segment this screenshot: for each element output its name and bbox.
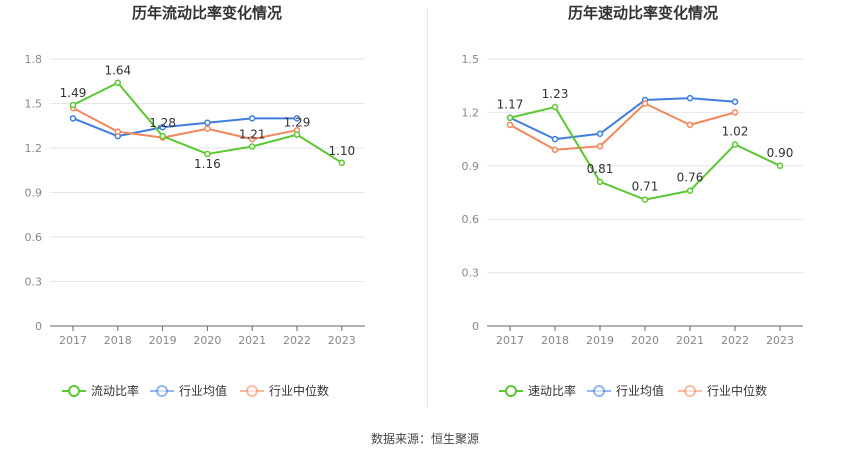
data-point — [204, 150, 211, 158]
legend-marker-icon — [593, 385, 605, 397]
data-point — [596, 130, 604, 138]
x-tick-label: 2023 — [328, 334, 356, 347]
data-label: 1.17 — [497, 98, 524, 112]
data-label: 0.81 — [587, 162, 614, 176]
data-point — [114, 79, 122, 86]
data-point — [293, 131, 301, 138]
data-point — [204, 119, 211, 127]
y-tick-label: 0 — [472, 320, 479, 333]
data-point — [159, 132, 166, 140]
data-label: 1.16 — [194, 157, 221, 171]
x-tick-label: 2022 — [283, 334, 311, 347]
legend-marker-icon — [246, 385, 258, 397]
x-tick-label: 2022 — [721, 334, 749, 347]
x-tick-label: 2021 — [676, 334, 704, 347]
y-tick-label: 0 — [35, 320, 42, 333]
x-tick-label: 2020 — [193, 334, 221, 347]
legend-marker-icon — [68, 385, 80, 397]
x-tick-label: 2018 — [104, 334, 132, 347]
y-tick-label: 0.9 — [25, 187, 43, 200]
data-point — [686, 121, 694, 129]
data-point — [69, 115, 77, 122]
data-point — [776, 162, 784, 170]
data-point — [731, 141, 739, 148]
y-tick-label: 1.5 — [462, 53, 480, 66]
data-label: 1.49 — [60, 86, 87, 100]
legend-label: 流动比率 — [91, 383, 139, 398]
data-point — [551, 146, 559, 154]
data-label: 0.90 — [767, 146, 794, 160]
legend-marker-icon — [684, 385, 696, 397]
data-point — [641, 100, 649, 107]
y-tick-label: 1.8 — [25, 53, 43, 66]
data-label: 1.21 — [239, 128, 266, 142]
data-label: 1.10 — [328, 144, 355, 158]
x-tick-label: 2021 — [238, 334, 266, 347]
data-label: 1.29 — [284, 116, 311, 130]
data-point — [641, 196, 649, 203]
data-point — [551, 103, 559, 111]
data-point — [596, 178, 604, 186]
data-point — [551, 135, 559, 143]
legend-label: 行业中位数 — [269, 383, 329, 398]
chart-title-2: 历年速动比率变化情况 — [568, 4, 718, 22]
data-point — [596, 142, 604, 150]
data-label: 1.02 — [722, 124, 749, 138]
y-tick-label: 1.5 — [25, 98, 43, 111]
y-tick-label: 1.2 — [25, 142, 43, 155]
x-tick-label: 2017 — [59, 334, 87, 347]
data-point — [114, 128, 122, 135]
x-tick-label: 2023 — [766, 334, 794, 347]
legend-label: 行业中位数 — [707, 383, 767, 398]
data-point — [686, 94, 694, 102]
legend-marker-icon — [505, 385, 517, 397]
legend-label: 行业均值 — [179, 383, 227, 398]
series-line-3 — [72, 107, 298, 141]
y-tick-label: 0.3 — [462, 267, 480, 280]
data-point — [248, 135, 256, 143]
y-tick-label: 0.9 — [462, 160, 480, 173]
y-tick-label: 1.2 — [462, 106, 480, 119]
legend-label: 行业均值 — [616, 383, 664, 398]
x-tick-label: 2019 — [586, 334, 614, 347]
legend-label: 速动比率 — [528, 383, 576, 398]
series-line-2 — [72, 117, 297, 138]
data-source-footer: 数据来源：恒生聚源 — [370, 432, 479, 446]
data-point — [506, 114, 514, 121]
data-point — [731, 109, 739, 116]
data-point — [506, 121, 514, 129]
data-label: 1.28 — [149, 116, 176, 130]
data-point — [248, 143, 256, 150]
data-point — [731, 98, 739, 105]
x-tick-label: 2019 — [149, 334, 177, 347]
data-point — [338, 159, 346, 167]
data-label: 0.71 — [632, 180, 659, 194]
data-point — [159, 123, 166, 131]
x-tick-label: 2017 — [496, 334, 524, 347]
legend-marker-icon — [156, 385, 168, 397]
series-line-2 — [509, 97, 736, 141]
x-tick-label: 2020 — [631, 334, 659, 347]
data-point — [248, 115, 256, 122]
data-label: 1.23 — [542, 87, 569, 101]
y-tick-label: 0.3 — [25, 276, 43, 289]
data-point — [686, 187, 694, 194]
data-label: 1.64 — [104, 64, 131, 78]
y-tick-label: 0.6 — [462, 213, 480, 226]
data-point — [293, 115, 301, 122]
data-point — [204, 125, 211, 132]
chart-title-1: 历年流动比率变化情况 — [132, 4, 282, 22]
series-line-3 — [509, 102, 736, 151]
data-label: 0.76 — [677, 171, 704, 185]
y-tick-label: 0.6 — [25, 231, 43, 244]
x-tick-label: 2018 — [541, 334, 569, 347]
data-point — [69, 101, 77, 109]
